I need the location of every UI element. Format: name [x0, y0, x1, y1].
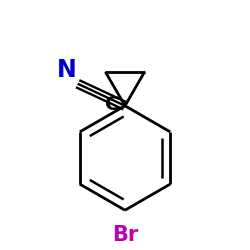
Text: Br: Br: [112, 224, 138, 244]
Text: N: N: [57, 58, 76, 82]
Text: C: C: [106, 95, 120, 114]
